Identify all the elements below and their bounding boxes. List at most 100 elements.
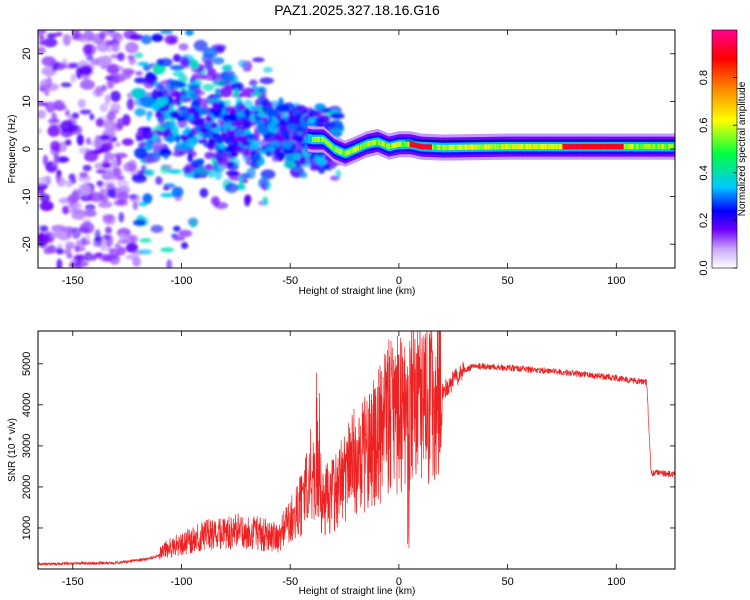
spectrogram-blob bbox=[106, 189, 116, 198]
spectrogram-blob bbox=[38, 40, 46, 46]
spectrogram-core-cell bbox=[574, 144, 576, 150]
spectrogram-blob bbox=[38, 234, 51, 244]
spectrogram-blob bbox=[204, 163, 214, 171]
spectrogram-blob bbox=[190, 59, 199, 70]
spectrogram-blob bbox=[299, 171, 308, 179]
spectrogram-core-cell bbox=[504, 144, 507, 150]
spectrogram-core-cell bbox=[319, 136, 322, 143]
spectrogram-blob bbox=[47, 125, 61, 137]
spectrogram-core-cell bbox=[521, 144, 524, 150]
spectrogram-core-cell bbox=[632, 144, 635, 150]
spectrogram-blob bbox=[230, 152, 239, 158]
spectrogram-blob bbox=[95, 169, 107, 174]
spectrogram-blob bbox=[116, 33, 124, 43]
spectrogram-core-cell bbox=[567, 144, 570, 150]
spectrogram-core-cell bbox=[572, 144, 575, 150]
spectrogram-blob bbox=[252, 57, 265, 63]
spectrogram-core-cell bbox=[375, 139, 378, 145]
spectrogram-blob bbox=[82, 164, 92, 172]
spectrogram-blob bbox=[236, 184, 246, 191]
spectrogram-core-cell bbox=[373, 140, 375, 146]
spectrogram-core-cell bbox=[589, 144, 592, 150]
spectrogram-core-cell bbox=[358, 144, 361, 151]
spectrogram-core-cell bbox=[498, 144, 500, 150]
spectrogram-core-cell bbox=[610, 144, 613, 150]
spectrogram-core-cell bbox=[318, 136, 320, 143]
spectrogram-core-cell bbox=[344, 151, 347, 157]
spectrogram-core-cell bbox=[514, 144, 516, 150]
spectrogram-blob bbox=[116, 179, 130, 188]
spectrogram-blob bbox=[106, 112, 116, 121]
spectrogram-blob bbox=[175, 134, 180, 144]
spectrogram-blob bbox=[241, 141, 251, 147]
spectrogram-core-cell bbox=[532, 144, 534, 150]
spectrogram-core-cell bbox=[510, 144, 512, 150]
spectrogram-core-cell bbox=[579, 144, 581, 150]
spectrogram-core-cell bbox=[356, 146, 358, 152]
spectrogram-core-cell bbox=[435, 144, 438, 150]
spectrogram-core-cell bbox=[606, 144, 609, 150]
spectrogram-blob bbox=[249, 79, 258, 87]
spectrogram-blob bbox=[235, 129, 245, 138]
spectrogram-blob bbox=[65, 179, 73, 188]
spectrogram-core-cell bbox=[570, 144, 572, 150]
spectrogram-core-cell bbox=[621, 144, 623, 150]
spectrogram-core-cell bbox=[544, 144, 546, 150]
spectrogram-blob bbox=[313, 110, 323, 118]
spectrogram-core-cell bbox=[441, 144, 443, 151]
spectrogram-blob bbox=[225, 170, 240, 176]
spectrogram-blob bbox=[265, 150, 272, 157]
spectrogram-blob bbox=[221, 131, 227, 141]
y-tick-label: 10 bbox=[21, 95, 33, 107]
spectrogram-core-cell bbox=[639, 144, 641, 150]
spectrogram-blob bbox=[174, 142, 189, 151]
spectrogram-core-cell bbox=[656, 144, 658, 150]
spectrogram-core-cell bbox=[405, 141, 408, 147]
spectrogram-core-cell bbox=[388, 143, 391, 150]
spectrogram-core-cell bbox=[527, 144, 529, 150]
spectrogram-blob bbox=[39, 225, 49, 233]
spectrogram-blob bbox=[195, 105, 201, 112]
spectrogram-blob bbox=[264, 180, 272, 191]
spectrogram-core-cell bbox=[649, 144, 652, 150]
spectrogram-blob bbox=[135, 135, 143, 142]
spectrogram-blob bbox=[179, 56, 190, 68]
spectrogram-blob bbox=[46, 33, 58, 39]
spectrogram-blob bbox=[234, 135, 245, 142]
spectrogram-core-cell bbox=[518, 144, 520, 150]
spectrogram-blob bbox=[213, 110, 219, 119]
spectrogram-core-cell bbox=[558, 144, 560, 150]
spectrogram-core-cell bbox=[653, 144, 656, 150]
spectrogram-core-cell bbox=[491, 144, 494, 150]
spectrogram-core-cell bbox=[506, 144, 508, 150]
spectrogram-blob bbox=[110, 157, 117, 169]
spectrogram-core-cell bbox=[524, 144, 527, 150]
spectrogram-core-cell bbox=[377, 139, 379, 145]
spectrogram-core-cell bbox=[568, 144, 571, 150]
spectrogram-blob bbox=[156, 130, 163, 136]
spectrogram-core-cell bbox=[578, 144, 580, 150]
spectrogram-blob bbox=[182, 112, 191, 118]
spectrogram-blob bbox=[110, 90, 121, 103]
spectrogram-blob bbox=[140, 164, 147, 172]
spectrogram-core-cell bbox=[648, 144, 650, 150]
spectrogram-blob bbox=[46, 244, 57, 254]
spectrogram-core-cell bbox=[465, 144, 468, 150]
spectrogram-blob bbox=[38, 109, 47, 119]
snr-y-axis: 1000 2000 3000 4000 5000 bbox=[21, 352, 675, 540]
spectrogram-core-cell bbox=[400, 141, 403, 147]
spectrogram-blob bbox=[81, 237, 87, 246]
spectrogram-core-cell bbox=[548, 144, 550, 150]
spectrogram-blob bbox=[55, 247, 63, 255]
spectrogram-core-cell bbox=[352, 147, 354, 153]
spectrogram-blob bbox=[71, 227, 81, 239]
spectrogram-core-cell bbox=[554, 144, 557, 150]
spectrogram-core-cell bbox=[420, 143, 422, 150]
spectrogram-core-cell bbox=[339, 148, 341, 155]
spectrogram-blob bbox=[197, 158, 205, 164]
spectrogram-core-cell bbox=[600, 144, 602, 150]
spectrogram-blob bbox=[323, 163, 330, 170]
spectrogram-core-cell bbox=[512, 144, 515, 150]
spectrogram-core-cell bbox=[366, 141, 369, 147]
spectrogram-core-cell bbox=[508, 144, 511, 150]
